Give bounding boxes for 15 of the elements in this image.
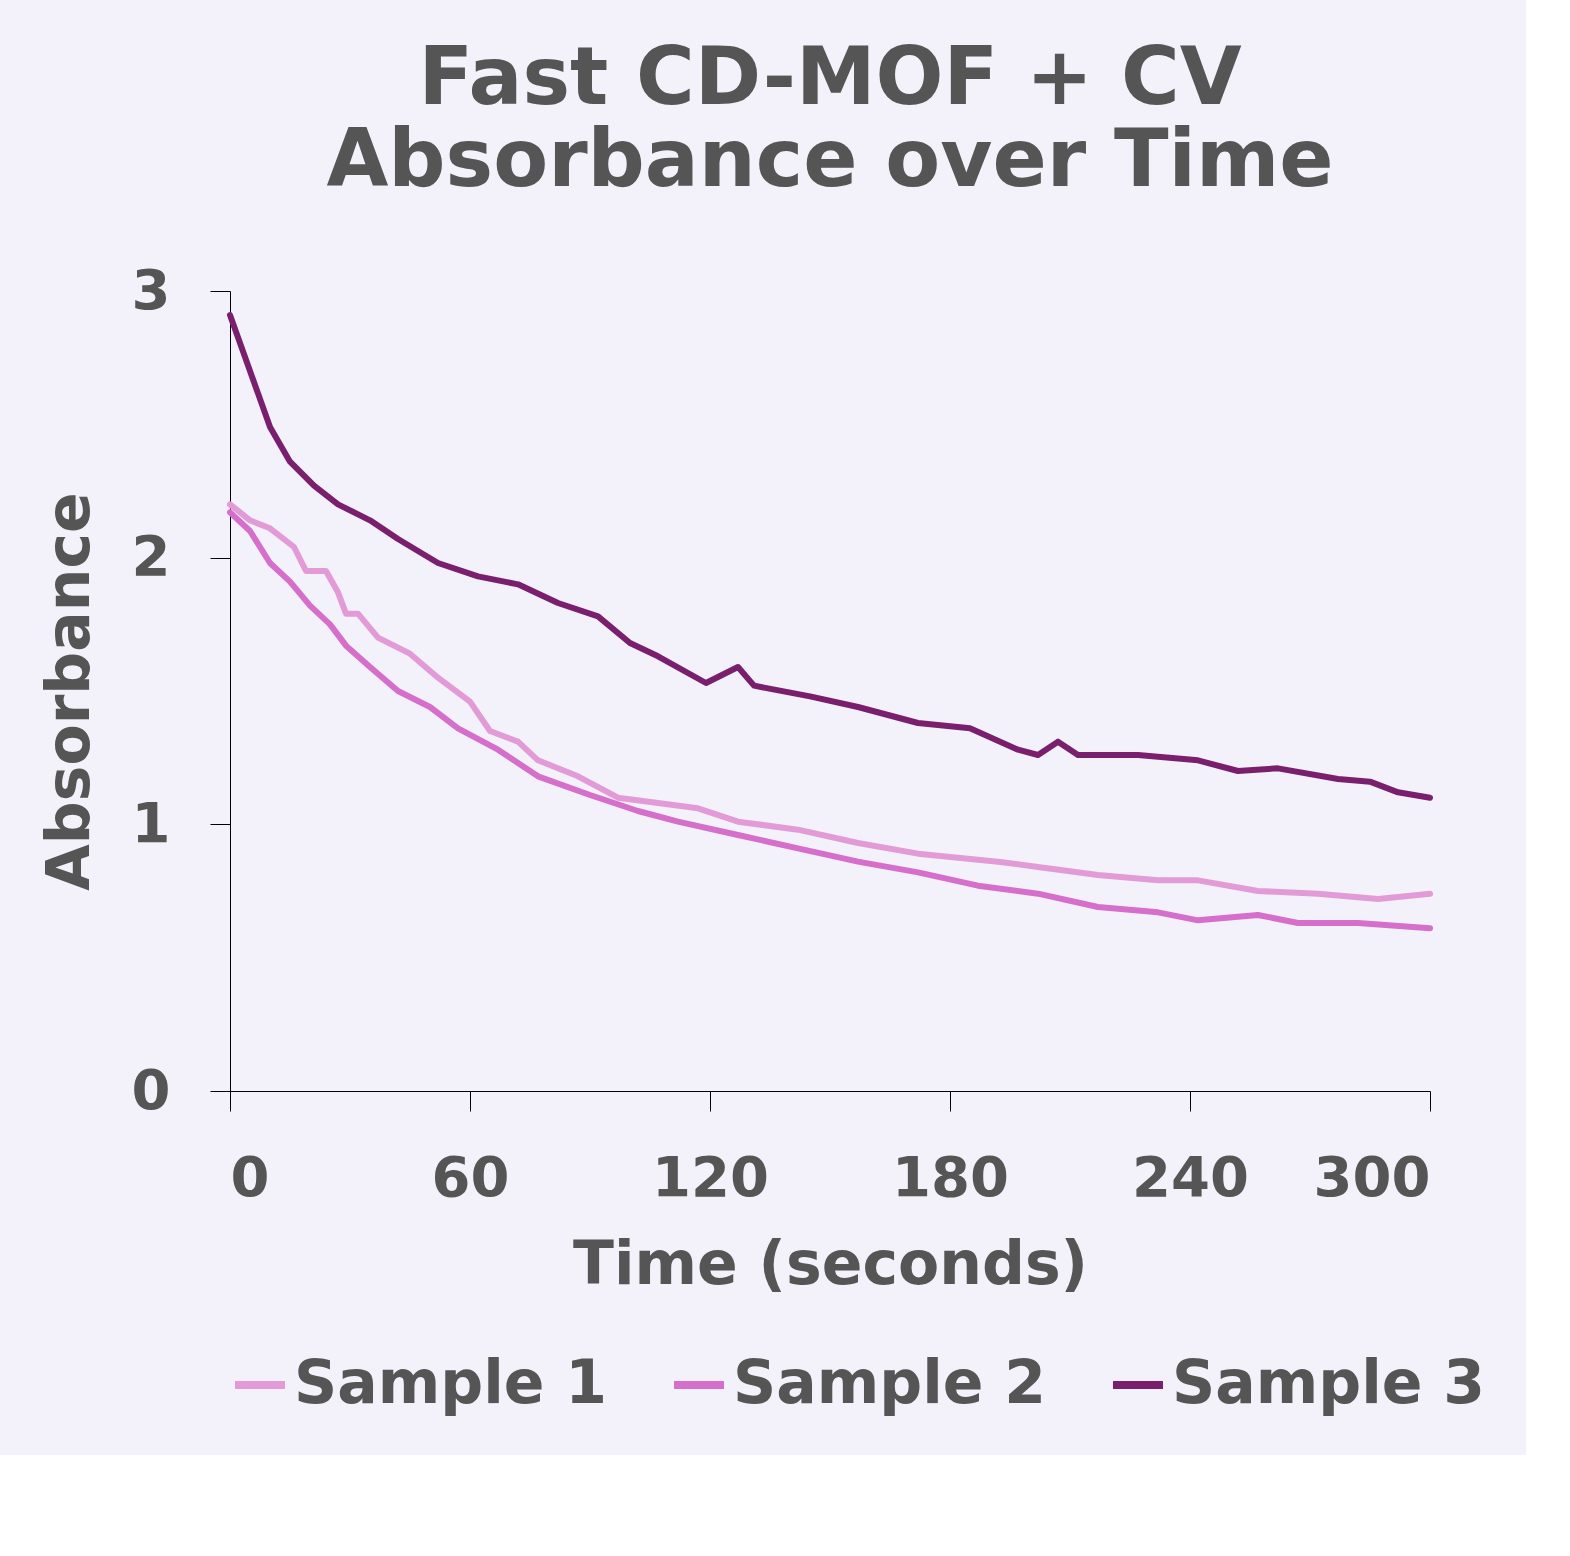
y-tick-label: 2 [131,523,171,589]
y-tick-label: 0 [131,1056,171,1122]
x-tick-label: 0 [230,1143,270,1209]
x-tick-label: 300 [1313,1143,1431,1209]
legend-label: Sample 2 [733,1347,1047,1417]
x-tick-label: 180 [892,1143,1009,1209]
x-tick-label: 240 [1132,1143,1249,1209]
y-tick-label: 1 [131,789,171,855]
y-tick-label: 3 [131,256,171,322]
legend-label: Sample 3 [1172,1347,1486,1417]
y-axis-title: Absorbance [32,492,103,891]
x-tick-label: 120 [652,1143,769,1209]
legend-label: Sample 1 [294,1347,608,1417]
x-axis-title: Time (seconds) [572,1227,1089,1298]
x-tick-label: 60 [431,1143,510,1209]
